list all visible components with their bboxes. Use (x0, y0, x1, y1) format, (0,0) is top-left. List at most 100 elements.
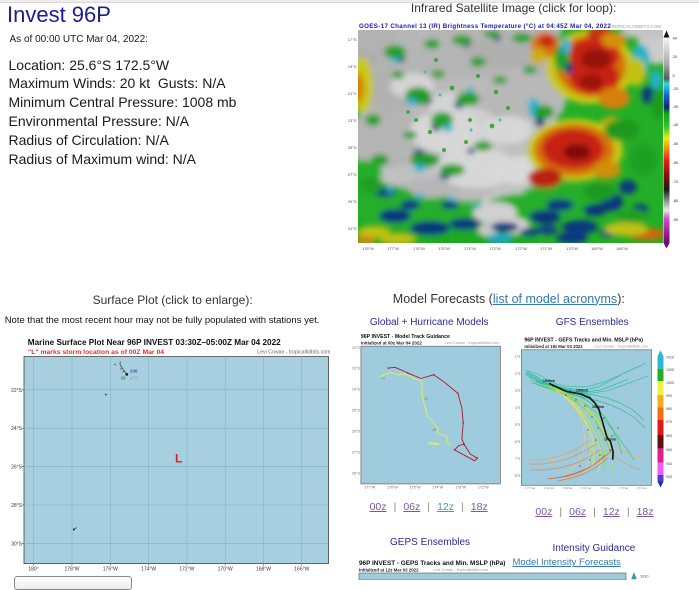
svg-text:TROPICALTIDBITS.COM: TROPICALTIDBITS.COM (609, 24, 661, 29)
svg-text:170°W: 170°W (218, 567, 233, 573)
svg-text:24°S: 24°S (11, 426, 23, 432)
svg-text:96P INVEST - GEPS Tracks and M: 96P INVEST - GEPS Tracks and Min. MSLP (… (359, 560, 505, 567)
svg-text:-20: -20 (673, 86, 680, 91)
svg-text:●77: ●77 (130, 376, 138, 381)
svg-text:178°W: 178°W (64, 567, 79, 573)
svg-text:Levi Cowan - tropicaltidbits.c: Levi Cowan - tropicaltidbits.com (594, 345, 648, 349)
svg-text:100: 100 (130, 368, 138, 373)
svg-text:28°S: 28°S (515, 474, 521, 478)
svg-text:96P INVEST - Model Track Guida: 96P INVEST - Model Track Guidance (361, 334, 450, 340)
svg-text:Initialized at 12z Mar 03 2022: Initialized at 12z Mar 03 2022 (359, 567, 419, 572)
svg-text:28°S: 28°S (11, 503, 23, 509)
svg-text:176°W: 176°W (413, 246, 425, 251)
svg-text:173°W: 173°W (455, 486, 466, 490)
svg-text:171°W: 171°W (540, 246, 552, 251)
svg-text:178°W: 178°W (362, 246, 374, 251)
svg-text:25°S: 25°S (348, 145, 357, 150)
svg-text:960: 960 (666, 434, 672, 438)
svg-text:1000: 1000 (666, 381, 674, 385)
svg-text:171°W: 171°W (636, 487, 647, 489)
svg-text:Levi Cowan - tropicaltidbits.c: Levi Cowan - tropicaltidbits.com (445, 340, 500, 345)
svg-text:174°W: 174°W (581, 487, 592, 489)
svg-text:27°S: 27°S (348, 172, 357, 177)
svg-text:"L" marks storm location as of: "L" marks storm location as of 00Z Mar 0… (28, 349, 164, 356)
svg-text:Initialized at 00z Mar 04 2022: Initialized at 00z Mar 04 2022 (361, 340, 423, 345)
svg-text:1010: 1010 (640, 575, 648, 579)
svg-text:27°S: 27°S (515, 457, 521, 461)
svg-text:177°W: 177°W (387, 246, 399, 251)
svg-text:950: 950 (666, 448, 672, 452)
svg-text:21°S: 21°S (348, 91, 357, 96)
svg-text:Levi Cowan - tropicaltidbits.c: Levi Cowan - tropicaltidbits.com (433, 567, 488, 572)
svg-text:20: 20 (673, 54, 678, 59)
svg-text:31°S: 31°S (348, 226, 357, 231)
svg-text:21°S: 21°S (515, 355, 521, 359)
svg-text:980: 980 (666, 407, 672, 411)
svg-text:22°S: 22°S (515, 372, 521, 376)
svg-text:1010: 1010 (666, 356, 674, 360)
svg-text:22°S: 22°S (352, 346, 360, 350)
svg-text:-90: -90 (673, 217, 680, 222)
svg-text:170°W: 170°W (566, 246, 578, 251)
svg-text:-40: -40 (673, 122, 680, 127)
svg-text:26°S: 26°S (11, 465, 23, 471)
svg-text:1006mb: 1006mb (576, 389, 588, 393)
svg-text:173°W: 173°W (489, 246, 501, 251)
svg-text:1005: 1005 (666, 368, 674, 372)
svg-text:990: 990 (666, 394, 672, 398)
svg-text:940: 940 (666, 462, 672, 466)
svg-text:970: 970 (666, 420, 672, 424)
svg-text:176°W: 176°W (387, 486, 398, 490)
svg-text:29°S: 29°S (348, 199, 357, 204)
svg-text:27°S: 27°S (352, 451, 360, 455)
svg-text:30°S: 30°S (11, 541, 23, 547)
svg-text:-80: -80 (673, 198, 680, 203)
svg-text:96P INVEST - GEFS Tracks and M: 96P INVEST - GEFS Tracks and Min. MSLP (… (524, 337, 643, 343)
svg-text:174°W: 174°W (464, 246, 476, 251)
svg-text:177°W: 177°W (364, 486, 375, 490)
svg-text:168°W: 168°W (256, 567, 271, 573)
svg-text:24: 24 (381, 377, 385, 381)
svg-text:17°S: 17°S (348, 37, 357, 42)
svg-text:174°W: 174°W (432, 486, 443, 490)
svg-text:28°S: 28°S (352, 472, 360, 476)
svg-text:24°S: 24°S (352, 388, 360, 392)
svg-text:L: L (175, 452, 182, 466)
svg-text:Levi Cowan - tropicaltidbits.c: Levi Cowan - tropicaltidbits.com (257, 350, 330, 356)
svg-text:26°S: 26°S (352, 430, 360, 434)
svg-text:176°W: 176°W (543, 487, 554, 489)
svg-text:172°W: 172°W (618, 487, 629, 489)
svg-text:36: 36 (424, 397, 428, 401)
svg-text:173°W: 173°W (599, 487, 610, 489)
svg-text:23°S: 23°S (348, 118, 357, 123)
svg-text:-60: -60 (673, 160, 680, 165)
svg-text:168°W: 168°W (616, 246, 628, 251)
svg-text:1008mb: 1008mb (543, 379, 555, 383)
svg-text:23°S: 23°S (352, 367, 360, 371)
svg-text:174°W: 174°W (141, 567, 156, 573)
svg-text:169°W: 169°W (591, 246, 603, 251)
svg-text:176°W: 176°W (103, 567, 118, 573)
svg-text:25°S: 25°S (352, 409, 360, 413)
svg-text:Marine Surface Plot Near 96P I: Marine Surface Plot Near 96P INVEST 03:3… (28, 338, 281, 347)
svg-text:-50: -50 (673, 141, 680, 146)
svg-text:40: 40 (673, 36, 678, 41)
svg-text:GOES-17 Channel 13 (IR) Bright: GOES-17 Channel 13 (IR) Brightness Tempe… (359, 23, 611, 30)
svg-text:48: 48 (432, 428, 436, 432)
svg-text:177°W: 177°W (525, 487, 536, 489)
svg-text:23°S: 23°S (515, 389, 521, 393)
svg-text:930: 930 (666, 475, 672, 479)
svg-text:-70: -70 (673, 179, 680, 184)
svg-text:Initialized at 18z Mar 03 2022: Initialized at 18z Mar 03 2022 (524, 344, 583, 349)
svg-text:1004mb: 1004mb (592, 405, 604, 409)
svg-text:26: 26 (121, 376, 127, 381)
svg-text:172°W: 172°W (179, 567, 194, 573)
svg-text:1002mb: 1002mb (604, 438, 616, 442)
svg-text:26°S: 26°S (515, 440, 521, 444)
svg-text:19°S: 19°S (348, 64, 357, 69)
svg-text:22°S: 22°S (11, 388, 23, 394)
svg-text:-30: -30 (673, 104, 680, 109)
svg-text:172°W: 172°W (515, 246, 527, 251)
svg-text:175°W: 175°W (410, 486, 421, 490)
svg-text:166°W: 166°W (294, 567, 309, 573)
